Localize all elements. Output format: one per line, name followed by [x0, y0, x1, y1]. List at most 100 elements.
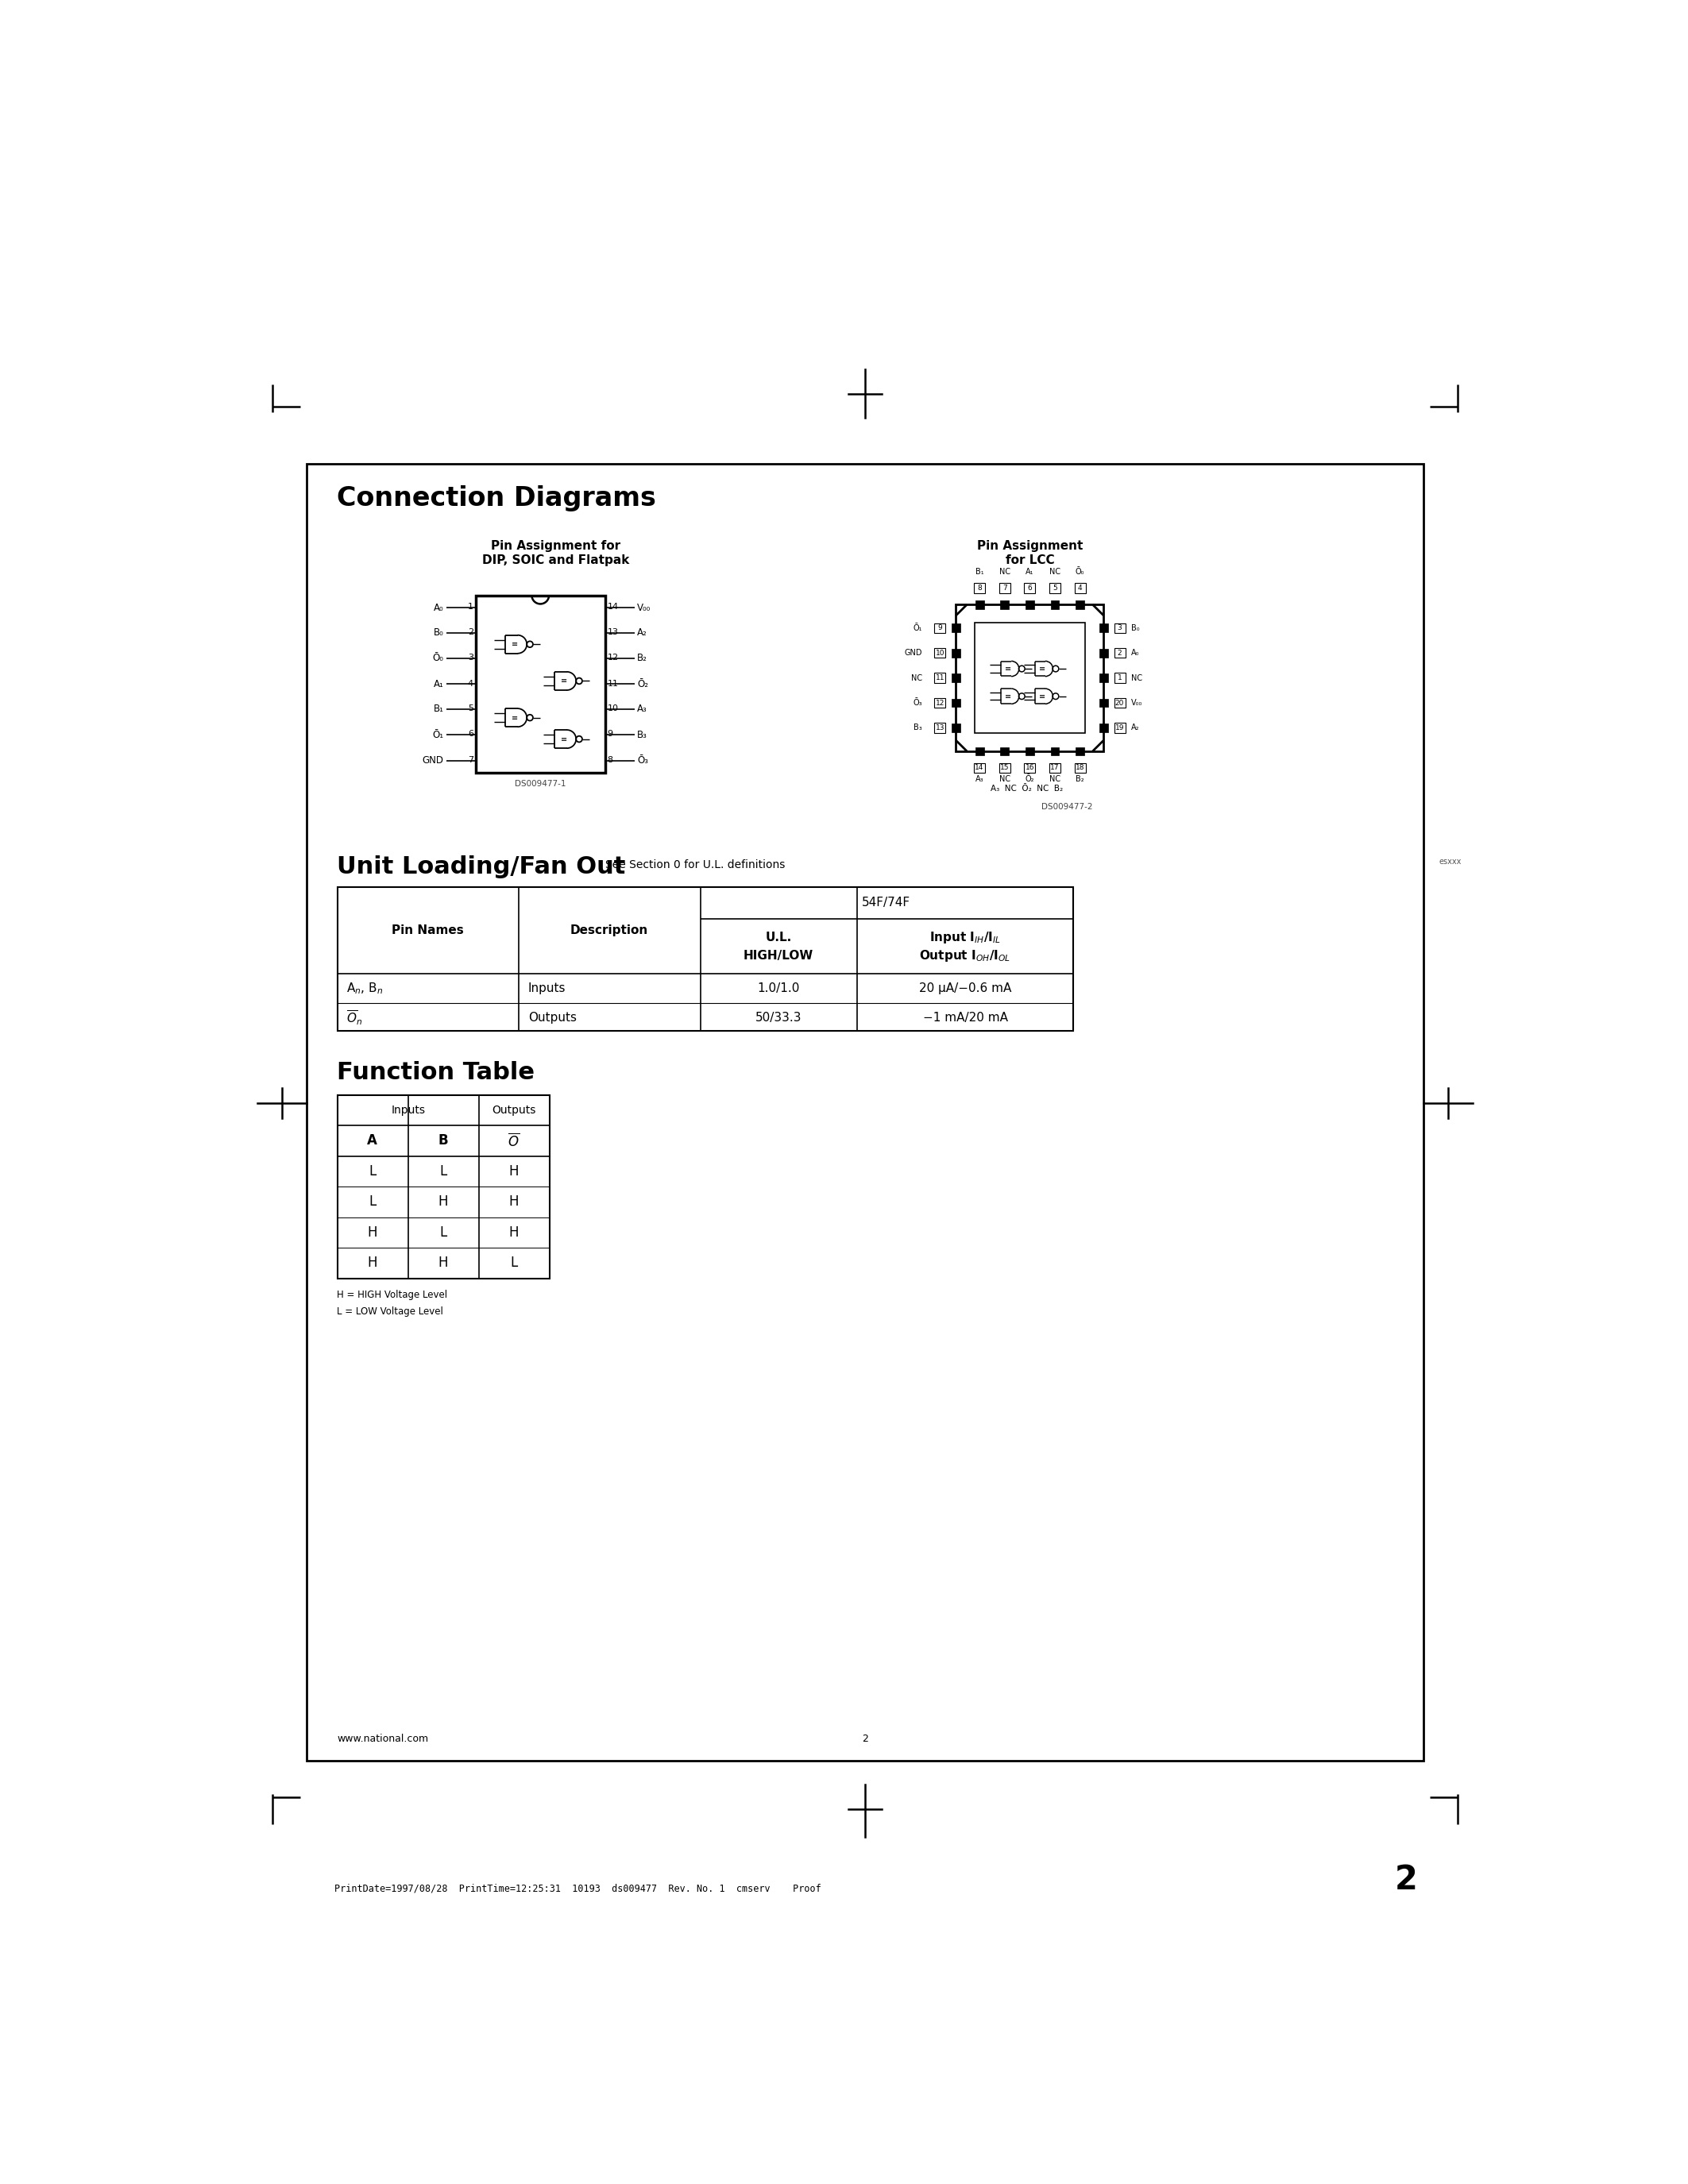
Text: Unit Loading/Fan Out: Unit Loading/Fan Out [338, 856, 626, 878]
Bar [999, 583, 1009, 592]
Bar [1075, 747, 1084, 756]
Text: Pin Assignment
for LCC: Pin Assignment for LCC [977, 539, 1082, 566]
Bar [1099, 625, 1107, 633]
Text: A₀: A₀ [434, 603, 444, 614]
Bar [1099, 673, 1107, 681]
Text: NC: NC [1131, 675, 1143, 681]
Text: NC: NC [1050, 775, 1060, 782]
Text: GND: GND [905, 649, 922, 657]
Bar [1075, 762, 1085, 773]
Bar [1114, 673, 1126, 684]
Text: 20: 20 [1116, 699, 1124, 705]
Text: B₂: B₂ [636, 653, 647, 664]
Text: 6: 6 [468, 729, 473, 738]
Bar [1001, 601, 1009, 609]
Text: 2: 2 [468, 629, 473, 636]
Text: 4: 4 [1077, 585, 1082, 592]
Text: B₀: B₀ [1131, 625, 1139, 631]
Text: A₃: A₃ [976, 775, 984, 782]
Text: Ō₂: Ō₂ [1025, 775, 1035, 782]
Text: A₁: A₁ [1026, 568, 1035, 577]
Text: 7: 7 [1003, 585, 1008, 592]
Text: 12: 12 [935, 699, 944, 705]
Bar [1114, 699, 1126, 708]
Text: DS009477-1: DS009477-1 [515, 780, 565, 788]
Text: NC: NC [999, 775, 1011, 782]
Bar [952, 699, 960, 708]
Bar [976, 747, 984, 756]
Text: www.national.com: www.national.com [338, 1734, 429, 1745]
Text: 6: 6 [1028, 585, 1031, 592]
Bar [1050, 601, 1058, 609]
Text: H = HIGH Voltage Level: H = HIGH Voltage Level [338, 1289, 447, 1299]
Text: Output I$_{OH}$/I$_{OL}$: Output I$_{OH}$/I$_{OL}$ [920, 948, 1011, 963]
Text: A₂: A₂ [1131, 723, 1139, 732]
Text: 9: 9 [608, 729, 613, 738]
Text: L: L [439, 1164, 447, 1179]
Text: 7: 7 [468, 756, 473, 764]
Text: Connection Diagrams: Connection Diagrams [338, 485, 657, 511]
Text: Ō₂: Ō₂ [636, 679, 648, 690]
Text: Function Table: Function Table [338, 1061, 535, 1085]
Text: 1: 1 [468, 603, 473, 612]
Text: ≡: ≡ [560, 736, 567, 743]
Bar [1001, 747, 1009, 756]
Text: Ō₀: Ō₀ [1075, 568, 1085, 577]
Text: 54F/74F: 54F/74F [863, 898, 910, 909]
Bar [1075, 583, 1085, 592]
Text: B: B [439, 1133, 447, 1149]
Text: DS009477-2: DS009477-2 [1041, 804, 1092, 810]
Text: 50/33.3: 50/33.3 [755, 1011, 802, 1024]
Text: Outputs: Outputs [528, 1011, 577, 1024]
Text: V₀₀: V₀₀ [1131, 699, 1143, 708]
Text: Pin Assignment for
DIP, SOIC and Flatpak: Pin Assignment for DIP, SOIC and Flatpak [483, 539, 630, 566]
Text: 3: 3 [1117, 625, 1123, 631]
Text: 17: 17 [1050, 764, 1060, 771]
Text: 1.0/1.0: 1.0/1.0 [758, 983, 800, 994]
Text: 11: 11 [608, 679, 618, 688]
Bar [338, 887, 1074, 1031]
Bar [974, 622, 1085, 734]
Text: L: L [439, 1225, 447, 1241]
Text: Ō₀: Ō₀ [432, 653, 444, 664]
Bar [1114, 622, 1126, 633]
Bar [1026, 747, 1035, 756]
Bar [1099, 649, 1107, 657]
Text: ≡: ≡ [560, 677, 567, 686]
Text: B₁: B₁ [976, 568, 984, 577]
Bar [974, 762, 986, 773]
Text: H: H [439, 1256, 447, 1271]
Bar [1099, 699, 1107, 708]
Text: Ō₃: Ō₃ [913, 699, 922, 708]
Text: L: L [368, 1164, 376, 1179]
Text: 8: 8 [977, 585, 982, 592]
Text: A₁: A₁ [434, 679, 444, 690]
Text: 20 μA/−0.6 mA: 20 μA/−0.6 mA [918, 983, 1011, 994]
Text: H: H [508, 1195, 518, 1210]
Text: U.L.: U.L. [765, 930, 792, 943]
Bar [1114, 649, 1126, 657]
Text: L = LOW Voltage Level: L = LOW Voltage Level [338, 1306, 444, 1317]
Text: NC: NC [999, 568, 1011, 577]
Text: Input I$_{IH}$/I$_{IL}$: Input I$_{IH}$/I$_{IL}$ [930, 930, 1001, 946]
Bar [952, 723, 960, 732]
Text: A: A [368, 1133, 378, 1149]
Text: 1: 1 [1117, 675, 1123, 681]
Text: B₂: B₂ [1075, 775, 1084, 782]
Text: 13: 13 [608, 629, 618, 636]
Bar [1099, 723, 1107, 732]
Text: 13: 13 [935, 725, 945, 732]
Text: ≡: ≡ [1038, 692, 1045, 701]
Text: NC: NC [912, 675, 922, 681]
Text: 9: 9 [937, 625, 942, 631]
Text: 15: 15 [999, 764, 1009, 771]
Bar [935, 622, 945, 633]
Bar [976, 601, 984, 609]
Text: 2: 2 [1394, 1863, 1418, 1896]
Bar [1050, 747, 1058, 756]
Bar [338, 1094, 550, 1278]
Bar [935, 649, 945, 657]
Text: A₂: A₂ [636, 627, 647, 638]
Bar [952, 649, 960, 657]
Text: A₃: A₃ [636, 703, 647, 714]
